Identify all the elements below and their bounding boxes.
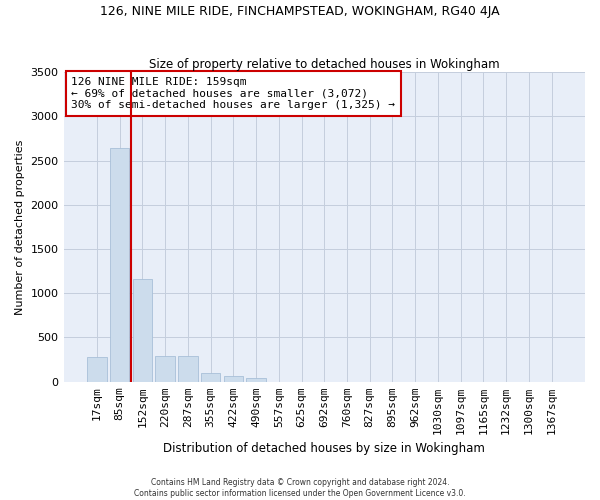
Text: 126 NINE MILE RIDE: 159sqm
← 69% of detached houses are smaller (3,072)
30% of s: 126 NINE MILE RIDE: 159sqm ← 69% of deta… xyxy=(71,77,395,110)
Text: 126, NINE MILE RIDE, FINCHAMPSTEAD, WOKINGHAM, RG40 4JA: 126, NINE MILE RIDE, FINCHAMPSTEAD, WOKI… xyxy=(100,5,500,18)
Y-axis label: Number of detached properties: Number of detached properties xyxy=(15,139,25,314)
Bar xyxy=(110,148,130,382)
Bar xyxy=(247,378,266,382)
Bar xyxy=(178,356,197,382)
Bar xyxy=(155,356,175,382)
X-axis label: Distribution of detached houses by size in Wokingham: Distribution of detached houses by size … xyxy=(163,442,485,455)
Bar xyxy=(133,279,152,382)
Bar xyxy=(224,376,243,382)
Bar xyxy=(87,357,107,382)
Title: Size of property relative to detached houses in Wokingham: Size of property relative to detached ho… xyxy=(149,58,500,71)
Bar xyxy=(201,372,220,382)
Text: Contains HM Land Registry data © Crown copyright and database right 2024.
Contai: Contains HM Land Registry data © Crown c… xyxy=(134,478,466,498)
